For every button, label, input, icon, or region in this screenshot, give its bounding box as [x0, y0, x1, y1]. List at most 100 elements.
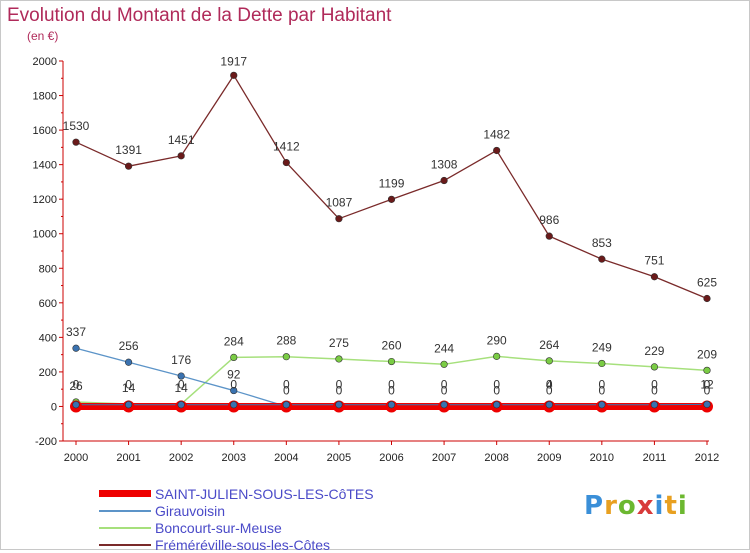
- legend-item-girauvoisin: Girauvoisin: [99, 502, 374, 519]
- data-label: 0: [388, 377, 395, 391]
- data-label: 290: [487, 333, 507, 347]
- data-label: 288: [276, 334, 296, 348]
- data-point: [599, 360, 606, 367]
- x-tick-label: 2012: [695, 452, 719, 464]
- legend-label-girauvoisin: Girauvoisin: [155, 503, 225, 519]
- data-point: [493, 401, 500, 408]
- legend-swatch-girauvoisin: [99, 510, 151, 512]
- x-tick-label: 2004: [274, 452, 298, 464]
- data-point: [651, 273, 658, 280]
- legend-label-fremereville: Fréméréville-sous-les-Côtes: [155, 537, 330, 553]
- data-label: 0: [598, 377, 605, 391]
- x-tick-label: 2007: [432, 452, 456, 464]
- data-label: 0: [336, 377, 343, 391]
- data-point: [493, 147, 500, 154]
- data-label: 1412: [273, 140, 300, 154]
- data-point: [178, 401, 185, 408]
- data-label: 1451: [168, 133, 195, 147]
- data-point: [441, 361, 448, 368]
- data-label: 1917: [220, 54, 247, 68]
- data-label: 986: [539, 213, 559, 227]
- data-point: [283, 159, 290, 166]
- data-point: [230, 354, 237, 361]
- x-tick-label: 2008: [484, 452, 508, 464]
- data-point: [651, 364, 658, 371]
- data-label: 1530: [63, 119, 90, 133]
- y-tick-label: 200: [39, 367, 57, 379]
- data-point: [73, 345, 80, 352]
- data-point: [441, 401, 448, 408]
- data-label: 1199: [379, 176, 405, 190]
- x-tick-label: 2003: [222, 452, 246, 464]
- y-tick-label: 2000: [33, 56, 57, 68]
- data-label: 1087: [326, 196, 353, 210]
- x-tick-label: 2011: [643, 452, 667, 464]
- logo-letter: P: [584, 491, 604, 521]
- data-label: 853: [592, 236, 612, 250]
- logo-letter: o: [618, 491, 637, 521]
- y-tick-label: 600: [39, 298, 57, 310]
- data-point: [493, 353, 500, 360]
- data-point: [283, 353, 290, 360]
- data-label: 0: [493, 377, 500, 391]
- legend-item-fremereville: Fréméréville-sous-les-Côtes: [99, 536, 374, 553]
- x-tick-label: 2009: [537, 452, 561, 464]
- data-label: 1482: [483, 127, 510, 141]
- data-label: 264: [539, 338, 559, 352]
- legend-swatch-boncourt: [99, 527, 151, 529]
- data-point: [546, 401, 553, 408]
- logo-letter: r: [604, 491, 618, 521]
- data-point: [704, 367, 711, 374]
- data-label: 1308: [431, 158, 458, 172]
- legend-label-boncourt: Boncourt-sur-Meuse: [155, 520, 282, 536]
- data-point: [73, 139, 80, 146]
- logo-letter: t: [664, 491, 677, 521]
- data-label: 337: [66, 325, 86, 339]
- data-label: 284: [224, 334, 244, 348]
- legend-swatch-fremereville: [99, 544, 151, 546]
- x-tick-label: 2000: [64, 452, 88, 464]
- x-tick-label: 2002: [169, 452, 193, 464]
- y-tick-label: 1000: [33, 229, 57, 241]
- chart-legend: SAINT-JULIEN-SOUS-LES-CôTES Girauvoisin …: [99, 485, 374, 553]
- data-label: 0: [125, 377, 132, 391]
- data-label: 0: [441, 377, 448, 391]
- data-point: [599, 256, 606, 263]
- data-point: [388, 196, 395, 203]
- legend-item-boncourt: Boncourt-sur-Meuse: [99, 519, 374, 536]
- data-label: 209: [697, 347, 717, 361]
- logo-letter: i: [655, 491, 665, 521]
- x-tick-label: 2010: [590, 452, 614, 464]
- x-tick-label: 2001: [116, 452, 140, 464]
- data-label: 0: [651, 377, 658, 391]
- data-label: 4: [546, 378, 553, 392]
- data-point: [704, 295, 711, 302]
- data-point: [651, 401, 658, 408]
- logo-letter: x: [637, 491, 655, 521]
- data-label: 229: [644, 344, 664, 358]
- y-tick-label: -200: [35, 436, 57, 448]
- data-point: [283, 401, 290, 408]
- y-tick-label: 800: [39, 263, 57, 275]
- y-tick-label: 1800: [33, 91, 57, 103]
- data-point: [125, 163, 132, 170]
- data-point: [441, 177, 448, 184]
- x-tick-label: 2006: [379, 452, 403, 464]
- data-point: [336, 356, 343, 363]
- y-tick-label: 400: [39, 332, 57, 344]
- data-point: [125, 401, 132, 408]
- legend-label-saint-julien: SAINT-JULIEN-SOUS-LES-CôTES: [155, 486, 374, 502]
- data-label: 256: [119, 339, 139, 353]
- data-point: [546, 233, 553, 240]
- data-point: [336, 215, 343, 222]
- data-point: [73, 401, 80, 408]
- data-point: [178, 153, 185, 160]
- data-label: 0: [230, 377, 237, 391]
- data-label: 625: [697, 276, 717, 290]
- x-tick-label: 2005: [327, 452, 351, 464]
- data-label: 0: [283, 377, 290, 391]
- data-label: 1391: [115, 143, 142, 157]
- data-point: [599, 401, 606, 408]
